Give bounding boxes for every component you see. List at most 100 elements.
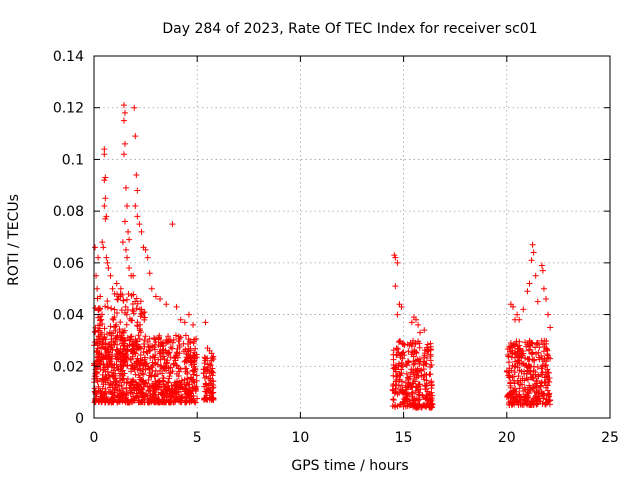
data-point (133, 338, 140, 345)
data-point (108, 336, 115, 343)
data-point (543, 358, 550, 365)
data-point (123, 379, 130, 386)
data-point (101, 146, 108, 153)
data-point (94, 285, 101, 292)
data-point (536, 398, 543, 405)
data-point (119, 239, 126, 246)
data-point (133, 381, 140, 388)
data-point (395, 362, 402, 369)
data-point (167, 369, 174, 376)
data-point (113, 355, 120, 362)
data-point (393, 345, 400, 352)
data-point (514, 311, 521, 318)
y-axis-label: ROTI / TECUs (6, 194, 22, 286)
data-point (144, 338, 151, 345)
y-tick-label: 0.08 (53, 204, 84, 220)
data-point (108, 369, 115, 376)
data-point (201, 383, 208, 390)
data-point (120, 363, 127, 370)
data-point (546, 396, 553, 403)
data-point (396, 337, 403, 344)
data-point (183, 365, 190, 372)
data-point (525, 394, 532, 401)
data-point (120, 117, 127, 124)
data-point (132, 202, 139, 209)
data-point (154, 395, 161, 402)
data-point (134, 355, 141, 362)
data-point (389, 386, 396, 393)
data-point (510, 389, 517, 396)
data-point (404, 358, 411, 365)
data-point (145, 399, 152, 406)
data-point (155, 336, 162, 343)
data-point (160, 353, 167, 360)
data-point (110, 397, 117, 404)
data-point (102, 353, 109, 360)
data-point (97, 313, 104, 320)
data-point (103, 374, 110, 381)
data-point (506, 374, 513, 381)
data-point (515, 402, 522, 409)
chart-title: Day 284 of 2023, Rate Of TEC Index for r… (162, 21, 537, 37)
data-point (142, 333, 149, 340)
x-tick-label: 15 (395, 430, 413, 446)
data-point (98, 389, 105, 396)
data-point (124, 375, 131, 382)
data-point (122, 246, 129, 253)
data-point (128, 399, 135, 406)
data-point (393, 376, 400, 383)
data-point (134, 300, 141, 307)
data-point (505, 359, 512, 366)
data-point (103, 213, 110, 220)
data-point (398, 303, 405, 310)
data-point (427, 343, 434, 350)
data-point (405, 348, 412, 355)
data-point (410, 380, 417, 387)
data-point (408, 351, 415, 358)
data-point (506, 343, 513, 350)
data-point (525, 363, 532, 370)
data-point (390, 397, 397, 404)
data-point (128, 368, 135, 375)
data-point (159, 370, 166, 377)
data-point (421, 327, 428, 334)
data-point (127, 390, 134, 397)
data-point (506, 401, 513, 408)
data-point (118, 368, 125, 375)
x-tick-label: 25 (601, 430, 619, 446)
data-point (92, 244, 99, 251)
y-tick-label: 0.02 (53, 359, 84, 375)
data-point (106, 341, 113, 348)
data-point (182, 332, 189, 339)
data-point (187, 354, 194, 361)
data-point (136, 221, 143, 228)
data-point (190, 340, 197, 347)
data-point (417, 329, 424, 336)
data-point (140, 384, 147, 391)
x-tick-label: 10 (291, 430, 309, 446)
data-point (106, 384, 113, 391)
data-point (117, 377, 124, 384)
data-point (115, 349, 122, 356)
data-point (157, 296, 164, 303)
data-point (119, 351, 126, 358)
data-point (102, 303, 109, 310)
data-point (120, 297, 127, 304)
data-point (96, 350, 103, 357)
data-point (117, 345, 124, 352)
data-point (98, 377, 105, 384)
data-point (98, 316, 105, 323)
data-point (119, 385, 126, 392)
data-point (391, 403, 398, 410)
data-point (191, 368, 198, 375)
data-point (99, 239, 106, 246)
y-tick-label: 0.14 (53, 49, 84, 65)
data-point (154, 399, 161, 406)
data-point (173, 352, 180, 359)
data-point (95, 398, 102, 405)
data-point (123, 296, 130, 303)
data-point (140, 341, 147, 348)
data-point (134, 213, 141, 220)
data-point (166, 399, 173, 406)
